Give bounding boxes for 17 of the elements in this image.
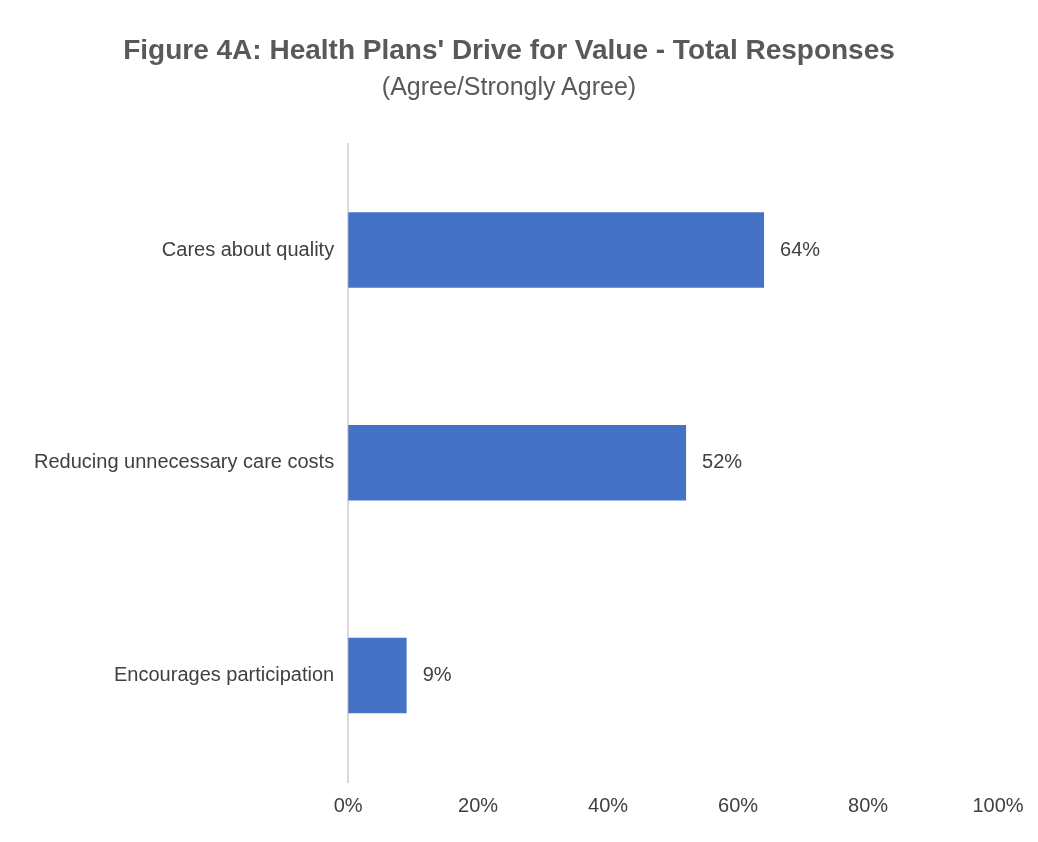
y-tick-label: Reducing unnecessary care costs [34,450,335,473]
bar [348,637,407,714]
chart-subtitle: (Agree/Strongly Agree) [381,72,637,101]
bar [348,212,765,288]
x-tick-label: 60% [718,793,759,816]
x-tick-label: 100% [972,793,1024,816]
x-tick-label: 20% [458,793,499,816]
x-tick-label: 0% [333,793,363,816]
data-label: 64% [780,237,821,260]
y-tick-label: Encourages participation [114,663,335,686]
data-label: 52% [702,450,743,473]
data-label: 9% [422,663,452,686]
bar [348,425,687,501]
x-tick-label: 80% [848,793,889,816]
x-tick-label: 40% [588,793,629,816]
y-tick-label: Cares about quality [161,237,335,260]
chart-title: Figure 4A: Health Plans' Drive for Value - Total Responses [123,33,895,65]
